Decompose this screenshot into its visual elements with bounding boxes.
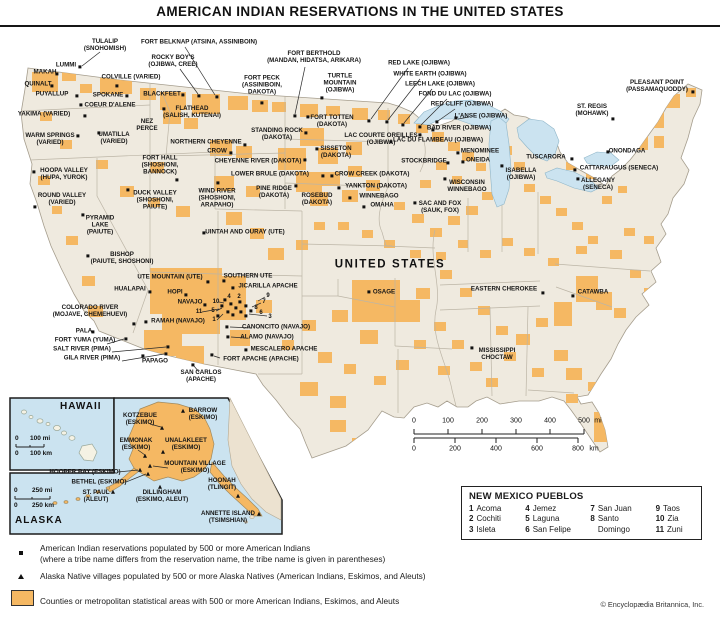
leader-line [230,336,246,339]
leader-line [193,365,200,373]
leader-line [248,313,268,317]
leader-line [149,423,162,428]
leader-line [387,78,421,121]
title-divider [0,25,720,27]
leader-line [184,46,216,96]
great-lakes [413,99,620,208]
pueblo-column: 7 San Juan 8 Santo Domingo [590,504,655,535]
legend-reservations-line1: American Indian reservations populated b… [40,543,311,553]
leader-line [152,465,169,469]
leader-line [403,88,433,124]
leader-line [457,116,470,120]
leader-line [229,326,253,329]
legend-counties: Counties or metropolitan statistical are… [40,596,400,606]
leader-line [117,469,139,473]
hawaii-inset-title: HAWAII [60,401,102,412]
leader-line [437,108,456,122]
county-color-swatch [11,590,34,606]
hawaii-scale-mi: 100 mi [30,435,51,442]
pueblo-entry: 10 Zia [655,514,679,524]
leader-line [106,338,125,345]
leader-line [81,51,101,67]
pueblos-box-title: NEW MEXICO PUEBLOS [469,491,584,502]
legend-villages: Alaska Native villages populated by 500 … [40,571,426,581]
leader-line [125,473,147,483]
legend-reservations: American Indian reservations populated b… [40,543,385,565]
leader-line [216,313,224,321]
pueblos-list: 1 Acoma 2 Cochiti 3 Isleta 4 Jemez 5 Laguna 6 San F… [469,504,701,535]
main-scale-bar [413,429,585,443]
pueblo-column: 4 Jemez 5 Laguna 6 San Felipe [525,504,590,535]
leader-line [257,296,266,302]
leader-line [251,302,262,308]
copyright-notice: © Encyclopædia Britannica, Inc. [600,600,704,609]
pueblo-entry: 2 Cochiti [469,514,501,524]
reservation-marker-icon [19,551,23,555]
pueblo-column: 9 Taos 10 Zia 11 Zuni [656,504,701,535]
legend-reservations-line2: (where a tribe name differs from the res… [40,553,386,564]
hawaii-scale-km-zero: 0 [15,450,19,457]
pueblo-entry: 4 Jemez [525,504,557,513]
leader-line [370,67,409,120]
leader-line [218,301,225,304]
leader-line [121,353,165,362]
pueblo-entry: 9 Taos [655,504,680,513]
page-title: AMERICAN INDIAN RESERVATIONS IN THE UNIT… [156,4,564,19]
leader-line [179,68,199,95]
alaska-scale-mi-zero: 0 [14,487,18,494]
leader-line [201,308,220,313]
native-village-marker-icon [18,574,24,579]
new-mexico-pueblos-box: NEW MEXICO PUEBLOS 1 Acoma 2 Cochiti 3 Isleta… [461,486,702,540]
leader-line [213,355,221,359]
pueblo-entry: 6 San Felipe [525,524,571,534]
alaska-scale-km: 250 km [32,502,55,509]
hawaii-inset [9,397,115,471]
pueblo-entry: 11 Zuni [655,524,683,534]
pueblo-entry: 5 Laguna [525,514,560,524]
alaska-inset-title: ALASKA [15,515,63,526]
alaska-inset [9,396,283,535]
leader-line [294,66,306,115]
pueblo-entry: 7 San Juan [590,504,632,513]
pueblo-entry: 1 Acoma [469,504,502,513]
pueblo-entry: 3 Isleta [469,524,496,534]
alaska-scale-mi: 250 mi [32,487,53,494]
hawaii-scale-mi-zero: 0 [15,435,19,442]
hawaii-scale-km: 100 km [30,450,53,457]
leader-line [215,307,223,312]
pueblo-column: 1 Acoma 2 Cochiti 3 Isleta [469,504,525,535]
state-borders [21,84,651,413]
leader-line [420,98,448,126]
alaska-scale-km-zero: 0 [14,502,18,509]
leader-line [111,346,167,353]
pueblo-entry: 8 Santo Domingo [590,514,630,534]
